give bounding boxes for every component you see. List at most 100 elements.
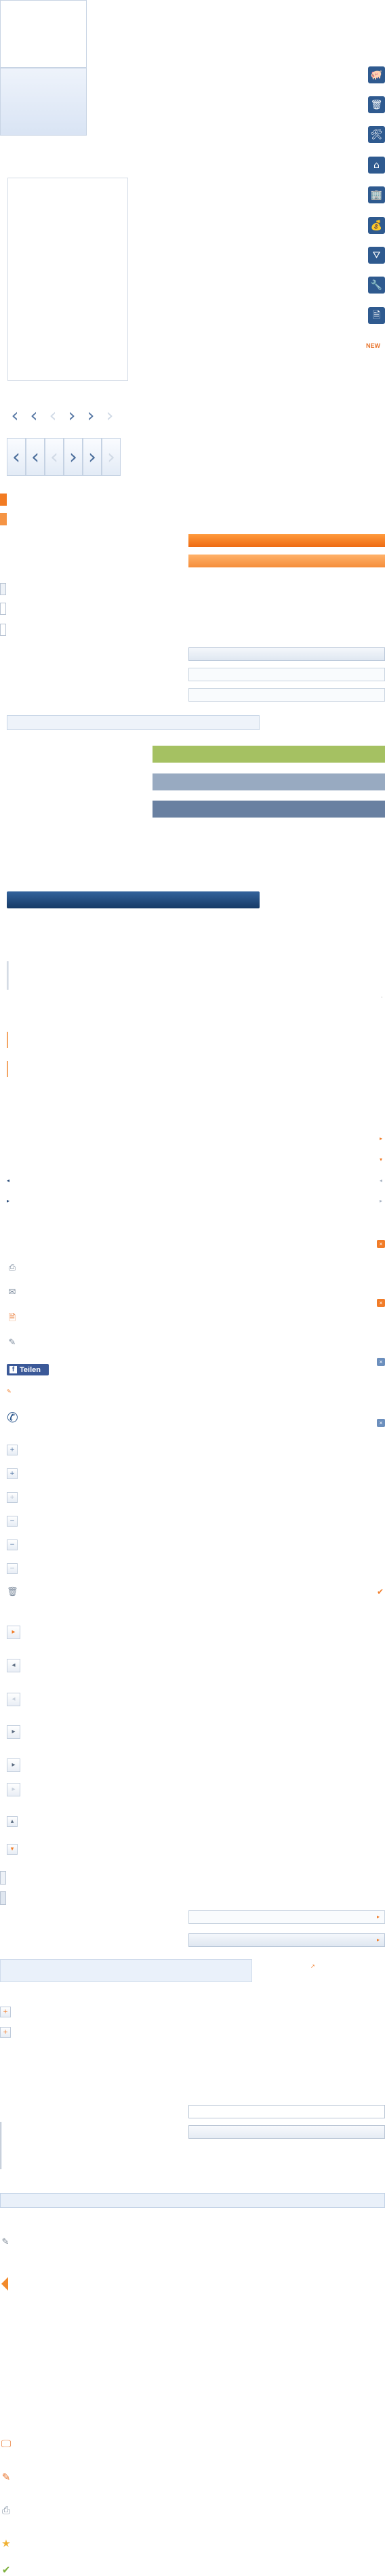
gradient-bar[interactable] (188, 647, 385, 661)
arrow-right-icon: ▸ (380, 1135, 383, 1142)
arrow-left-icon: ◂ (380, 1178, 383, 1184)
pencil-icon: ✎ (7, 1388, 12, 1394)
facebook-share-label: Teilen (20, 1365, 41, 1374)
gray-tab[interactable] (0, 1891, 6, 1905)
pin-gray-icon: ✎ (1, 2237, 9, 2247)
trash-icon[interactable]: 🗑 (7, 1587, 18, 1597)
play-button[interactable]: ▸ (7, 1626, 20, 1639)
full-width-bar (0, 2193, 385, 2208)
house-icon[interactable]: ⌂ (368, 157, 385, 174)
checkmark-icon: ✔ (377, 1587, 384, 1596)
chevron-right-icon[interactable]: › (87, 404, 95, 426)
money-icon[interactable]: 💰 (368, 217, 385, 234)
minus-button-disabled: − (7, 1563, 18, 1574)
orange-button-bar[interactable] (188, 534, 385, 547)
building-icon[interactable]: 🏢 (368, 186, 385, 203)
scroll-down-button[interactable]: ▾ (7, 1844, 18, 1855)
arrow-right-icon: ▸ (377, 1914, 380, 1920)
orange-marker (7, 1032, 8, 1048)
phone-icon[interactable]: ✆ (7, 1409, 18, 1426)
arrow-right-icon: ▸ (7, 1198, 10, 1204)
chevron-right-icon[interactable]: › (68, 404, 76, 426)
scroll-up-button[interactable]: ▴ (7, 1816, 18, 1827)
checkmark-icon: ✔ (1, 2564, 11, 2576)
dropdown-bar-active[interactable] (188, 1933, 385, 1947)
preview-panel-bottom (0, 68, 87, 136)
green-bar[interactable] (153, 746, 385, 763)
forward-button-disabled: ▸ (7, 1783, 20, 1796)
info-panel (0, 1959, 252, 1982)
plain-bar[interactable] (188, 688, 385, 702)
back-button-disabled: ◂ (7, 1693, 20, 1706)
tools-icon[interactable]: 🛠 (368, 126, 385, 143)
pin-icon: ↗ (310, 1963, 315, 1969)
plus-button[interactable]: + (7, 1445, 18, 1455)
mail-icon[interactable]: ✉ (8, 1287, 16, 1297)
funnel-icon[interactable]: ⛛ (368, 247, 385, 264)
document-icon[interactable]: 🗎 (368, 307, 385, 324)
content-box (7, 178, 128, 381)
next-button[interactable]: › (64, 438, 83, 476)
slate-bar[interactable] (153, 801, 385, 818)
arrow-down-icon: ▾ (380, 1156, 383, 1163)
plain-bar[interactable] (188, 668, 385, 681)
navy-header-bar (7, 891, 260, 908)
preview-panel-top (0, 0, 87, 68)
orange-marker (7, 1061, 8, 1077)
chevron-right-icon: › (106, 404, 114, 426)
prev-button-disabled: ‹ (45, 438, 64, 476)
add-button[interactable]: + (0, 2007, 11, 2017)
plus-button[interactable]: + (7, 1468, 18, 1479)
orange-button-bar-hover[interactable] (188, 555, 385, 567)
next-button-disabled: › (102, 438, 121, 476)
vertical-scroll-track[interactable] (0, 2122, 2, 2169)
gray-tab[interactable] (0, 624, 6, 636)
trash-bin-icon[interactable]: 🗑 (368, 96, 385, 113)
arrow-right-icon: ▸ (380, 1198, 383, 1204)
gray-tab[interactable] (0, 1871, 6, 1885)
back-button[interactable]: ◂ (7, 1659, 20, 1672)
prev-button[interactable]: ‹ (26, 438, 45, 476)
close-button[interactable]: × (377, 1358, 385, 1366)
triangle-left-icon (1, 2277, 8, 2291)
gray-tab[interactable] (0, 583, 6, 595)
minus-button[interactable]: − (7, 1516, 18, 1527)
forward-button[interactable]: ▸ (7, 1725, 20, 1739)
dot-marker: · (381, 994, 383, 1001)
printer-icon[interactable]: ⎙ (1, 2504, 10, 2516)
arrow-right-icon: ▸ (377, 1937, 380, 1943)
dropdown-bar[interactable] (188, 1910, 385, 1924)
orange-tab[interactable] (0, 513, 7, 525)
wide-light-bar (7, 715, 260, 730)
minus-button[interactable]: − (7, 1539, 18, 1550)
chevron-left-icon[interactable]: ‹ (30, 404, 38, 426)
next-button[interactable]: › (83, 438, 102, 476)
close-button[interactable]: × (377, 1419, 385, 1427)
chevron-left-icon[interactable]: ‹ (11, 404, 19, 426)
wrench-icon[interactable]: 🔧 (368, 277, 385, 294)
screen-icon[interactable]: 🖵 (1, 2438, 12, 2450)
arrow-left-icon: ◂ (7, 1178, 10, 1184)
plus-button-disabled: + (7, 1492, 18, 1503)
document-icon[interactable]: 🗎 (8, 1313, 16, 1323)
close-button[interactable]: × (377, 1299, 385, 1307)
printer-icon[interactable]: ⎙ (8, 1263, 16, 1273)
edit-icon[interactable]: ✎ (8, 1337, 16, 1348)
forward-button[interactable]: ▸ (7, 1758, 20, 1772)
orange-tab[interactable] (0, 494, 7, 506)
facebook-icon: f (9, 1366, 17, 1373)
star-icon[interactable]: ★ (1, 2537, 11, 2550)
text-input[interactable] (188, 2105, 385, 2118)
new-badge: NEW (366, 342, 380, 349)
prev-button[interactable]: ‹ (7, 438, 26, 476)
facebook-share-button[interactable]: f Teilen (7, 1364, 49, 1375)
close-button[interactable]: × (377, 1240, 385, 1248)
gray-tab[interactable] (0, 603, 6, 615)
edit-icon[interactable]: ✎ (1, 2471, 11, 2483)
piggy-bank-icon[interactable]: 🐖 (368, 66, 385, 83)
chevron-left-icon: ‹ (49, 404, 57, 426)
add-button[interactable]: + (0, 2027, 11, 2038)
steel-bar[interactable] (153, 773, 385, 790)
text-input-focused[interactable] (188, 2125, 385, 2139)
vertical-scroll-track[interactable] (7, 961, 9, 990)
